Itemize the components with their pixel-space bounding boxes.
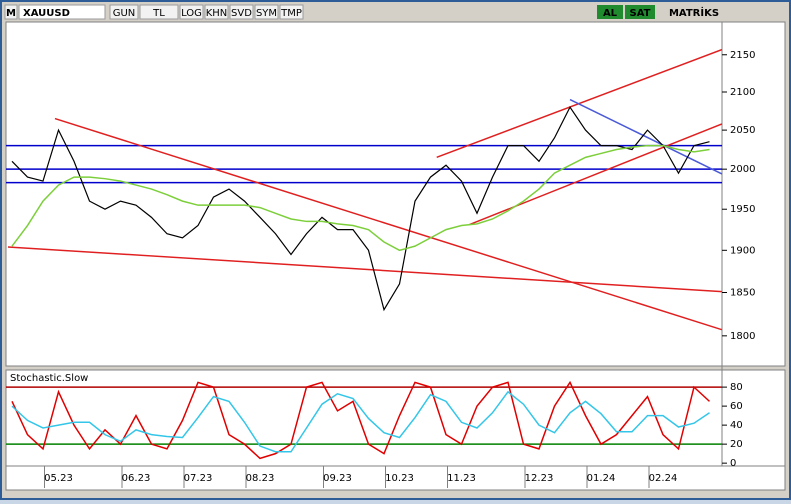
trend-line xyxy=(54,117,722,331)
y-tick-label: 0 xyxy=(730,458,736,469)
time-axis xyxy=(5,465,786,491)
y-tick-label: 2150 xyxy=(730,50,755,61)
y-tick-label: 1850 xyxy=(730,287,755,298)
y-tick-label: 40 xyxy=(730,420,743,431)
x-tick-label: 11.23 xyxy=(447,473,476,484)
logo: M xyxy=(6,8,16,19)
buy-button[interactable] xyxy=(597,5,623,19)
x-tick-label: 08.23 xyxy=(246,473,275,484)
trend-line xyxy=(7,246,722,293)
toolbar-button-label[interactable]: SYM xyxy=(256,8,277,19)
brand: MATRİKS xyxy=(669,5,719,19)
x-tick-label: 06.23 xyxy=(122,473,151,484)
toolbar-button-label[interactable]: LOG xyxy=(181,8,202,19)
toolbar-button[interactable] xyxy=(204,4,229,20)
y-tick-label: 80 xyxy=(730,382,743,393)
y-tick-label: 60 xyxy=(730,401,743,412)
series-line xyxy=(11,105,710,312)
x-tick-label: 05.23 xyxy=(44,473,73,484)
y-tick-label: 1900 xyxy=(730,245,755,256)
trend-line xyxy=(569,98,722,175)
x-tick-label: 07.23 xyxy=(184,473,213,484)
panel-title: Stochastic.Slow xyxy=(10,373,88,384)
series-line xyxy=(11,144,710,252)
series-line xyxy=(11,390,710,453)
stoch-panel xyxy=(5,369,786,467)
y-tick-label: 20 xyxy=(730,439,743,450)
plot xyxy=(6,48,722,331)
charts: M XAUUSD GUN TL LOG KHN SVD SYM TMP AL SAT MATRİKS 1… xyxy=(4,4,755,488)
y-tick-label: 2050 xyxy=(730,125,755,136)
toolbar-button-label[interactable]: TMP xyxy=(280,8,302,19)
series-line xyxy=(11,380,711,460)
logo-box xyxy=(4,4,18,20)
x-tick-label: 09.23 xyxy=(323,473,352,484)
toolbar-button[interactable] xyxy=(109,4,139,20)
y-tick-label: 2000 xyxy=(730,164,755,175)
y-tick-label: 2100 xyxy=(730,87,755,98)
x-tick-label: 01.24 xyxy=(587,473,616,484)
toolbar-button-label[interactable]: GUN xyxy=(113,8,136,19)
toolbar-button-label[interactable]: KHN xyxy=(206,8,228,19)
toolbar-button[interactable] xyxy=(279,4,304,20)
toolbar-button[interactable] xyxy=(229,4,254,20)
toolbar-button[interactable] xyxy=(179,4,204,20)
toolbar-button[interactable] xyxy=(254,4,279,20)
sell-button[interactable] xyxy=(625,5,655,19)
y-tick-label: 1950 xyxy=(730,204,755,215)
x-tick-label: 12.23 xyxy=(525,473,554,484)
plot xyxy=(6,380,722,460)
price-panel xyxy=(5,21,786,367)
toolbar-button-label[interactable]: SVD xyxy=(231,8,252,19)
buy-label[interactable]: AL xyxy=(603,8,618,19)
symbol[interactable]: XAUUSD xyxy=(23,8,70,19)
toolbar-button-label[interactable]: TL xyxy=(152,8,165,19)
symbol-box[interactable] xyxy=(18,4,106,20)
x-tick-label: 10.23 xyxy=(385,473,414,484)
x-tick-label: 02.24 xyxy=(649,473,678,484)
y-tick-label: 1800 xyxy=(730,331,755,342)
toolbar-button[interactable] xyxy=(139,4,179,20)
sell-label[interactable]: SAT xyxy=(630,8,651,19)
